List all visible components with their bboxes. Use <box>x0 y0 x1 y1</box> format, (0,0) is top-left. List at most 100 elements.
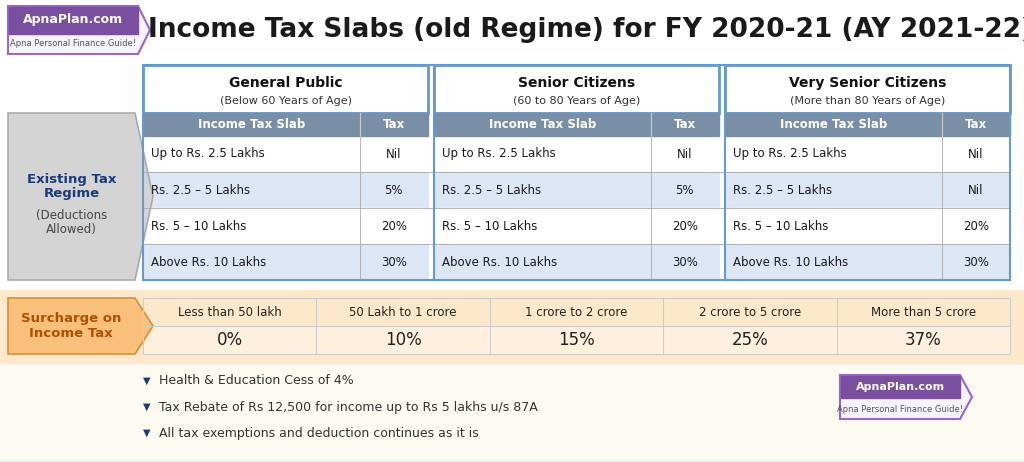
Text: More than 5 crore: More than 5 crore <box>870 305 976 318</box>
Text: ApnaPlan.com: ApnaPlan.com <box>855 382 944 392</box>
Text: Rs. 2.5 – 5 Lakhs: Rs. 2.5 – 5 Lakhs <box>733 183 833 196</box>
Bar <box>837 298 1010 326</box>
Text: 10%: 10% <box>385 331 422 349</box>
Text: 20%: 20% <box>381 219 407 232</box>
Text: ApnaPlan.com: ApnaPlan.com <box>23 13 123 26</box>
Bar <box>143 298 316 326</box>
Bar <box>316 326 489 354</box>
Bar <box>489 298 664 326</box>
Bar <box>434 136 650 172</box>
Bar <box>359 172 428 208</box>
Bar <box>664 326 837 354</box>
Bar <box>143 208 359 244</box>
Text: Nil: Nil <box>677 147 692 160</box>
Text: Income Tax Slabs (old Regime) for FY 2020-21 (AY 2021-22): Income Tax Slabs (old Regime) for FY 202… <box>147 17 1024 43</box>
Bar <box>725 244 942 280</box>
Bar <box>9 7 138 34</box>
Bar <box>942 136 1010 172</box>
Text: Above Rs. 10 Lakhs: Above Rs. 10 Lakhs <box>151 255 266 268</box>
Text: Above Rs. 10 Lakhs: Above Rs. 10 Lakhs <box>442 255 557 268</box>
Bar <box>650 113 719 136</box>
Text: Existing Tax
Regime: Existing Tax Regime <box>27 172 116 201</box>
Bar <box>650 172 719 208</box>
Text: Up to Rs. 2.5 Lakhs: Up to Rs. 2.5 Lakhs <box>733 147 847 160</box>
Text: Senior Citizens: Senior Citizens <box>518 76 635 90</box>
Text: General Public: General Public <box>228 76 342 90</box>
Polygon shape <box>840 375 972 419</box>
Bar <box>359 208 428 244</box>
Bar <box>143 65 1010 280</box>
Text: 30%: 30% <box>381 255 407 268</box>
Bar <box>725 136 942 172</box>
Text: 0%: 0% <box>217 331 243 349</box>
Text: (Below 60 Years of Age): (Below 60 Years of Age) <box>219 96 351 106</box>
Bar <box>942 244 1010 280</box>
Bar <box>434 65 719 113</box>
Text: Rs. 2.5 – 5 Lakhs: Rs. 2.5 – 5 Lakhs <box>151 183 250 196</box>
Bar <box>434 244 650 280</box>
Bar <box>143 172 359 208</box>
Text: Rs. 5 – 10 Lakhs: Rs. 5 – 10 Lakhs <box>733 219 828 232</box>
Text: All tax exemptions and deduction continues as it is: All tax exemptions and deduction continu… <box>159 426 479 439</box>
Text: Income Tax Slab: Income Tax Slab <box>779 118 887 131</box>
Bar <box>942 208 1010 244</box>
Text: Tax: Tax <box>674 118 696 131</box>
Text: Nil: Nil <box>386 147 401 160</box>
Text: ▼: ▼ <box>143 428 151 438</box>
Bar <box>664 298 837 326</box>
Polygon shape <box>8 298 153 354</box>
Bar <box>650 208 719 244</box>
Text: Tax: Tax <box>965 118 987 131</box>
Bar <box>942 113 1010 136</box>
Text: Nil: Nil <box>968 183 983 196</box>
Text: Very Senior Citizens: Very Senior Citizens <box>788 76 946 90</box>
Polygon shape <box>8 6 150 54</box>
Text: ▼: ▼ <box>143 402 151 412</box>
Text: Rs. 5 – 10 Lakhs: Rs. 5 – 10 Lakhs <box>442 219 538 232</box>
Text: 2 crore to 5 crore: 2 crore to 5 crore <box>698 305 801 318</box>
Text: Tax: Tax <box>383 118 404 131</box>
Bar <box>143 326 316 354</box>
Text: Health & Education Cess of 4%: Health & Education Cess of 4% <box>159 375 353 388</box>
Bar <box>143 244 359 280</box>
Text: (60 to 80 Years of Age): (60 to 80 Years of Age) <box>513 96 640 106</box>
Bar <box>837 326 1010 354</box>
Text: 30%: 30% <box>963 255 989 268</box>
Text: 5%: 5% <box>385 183 403 196</box>
Text: Above Rs. 10 Lakhs: Above Rs. 10 Lakhs <box>733 255 848 268</box>
Text: 20%: 20% <box>672 219 697 232</box>
Text: Rs. 5 – 10 Lakhs: Rs. 5 – 10 Lakhs <box>151 219 247 232</box>
Text: Less than 50 lakh: Less than 50 lakh <box>178 305 282 318</box>
Text: Apna Personal Finance Guide!: Apna Personal Finance Guide! <box>10 39 136 49</box>
Text: Rs. 2.5 – 5 Lakhs: Rs. 2.5 – 5 Lakhs <box>442 183 541 196</box>
Text: Up to Rs. 2.5 Lakhs: Up to Rs. 2.5 Lakhs <box>442 147 556 160</box>
Text: Income Tax Slab: Income Tax Slab <box>198 118 305 131</box>
Text: 37%: 37% <box>905 331 942 349</box>
Bar <box>143 113 359 136</box>
Bar <box>942 172 1010 208</box>
Text: Up to Rs. 2.5 Lakhs: Up to Rs. 2.5 Lakhs <box>151 147 265 160</box>
Bar <box>725 172 942 208</box>
Text: 20%: 20% <box>963 219 989 232</box>
Bar <box>0 0 1024 62</box>
Bar <box>725 208 942 244</box>
Bar <box>143 136 359 172</box>
Bar <box>650 136 719 172</box>
Bar <box>359 244 428 280</box>
Bar <box>316 298 489 326</box>
Text: 5%: 5% <box>676 183 694 196</box>
Bar <box>359 113 428 136</box>
Bar <box>841 376 961 398</box>
Text: 30%: 30% <box>672 255 697 268</box>
Text: 1 crore to 2 crore: 1 crore to 2 crore <box>525 305 628 318</box>
Bar <box>434 208 650 244</box>
Text: Nil: Nil <box>968 147 983 160</box>
Polygon shape <box>8 113 153 280</box>
Bar <box>143 298 1010 354</box>
Bar <box>434 172 650 208</box>
Text: Surcharge on
Income Tax: Surcharge on Income Tax <box>20 312 121 340</box>
Bar <box>0 62 1024 297</box>
Text: 25%: 25% <box>731 331 768 349</box>
Bar <box>0 460 1024 462</box>
Bar <box>434 113 650 136</box>
